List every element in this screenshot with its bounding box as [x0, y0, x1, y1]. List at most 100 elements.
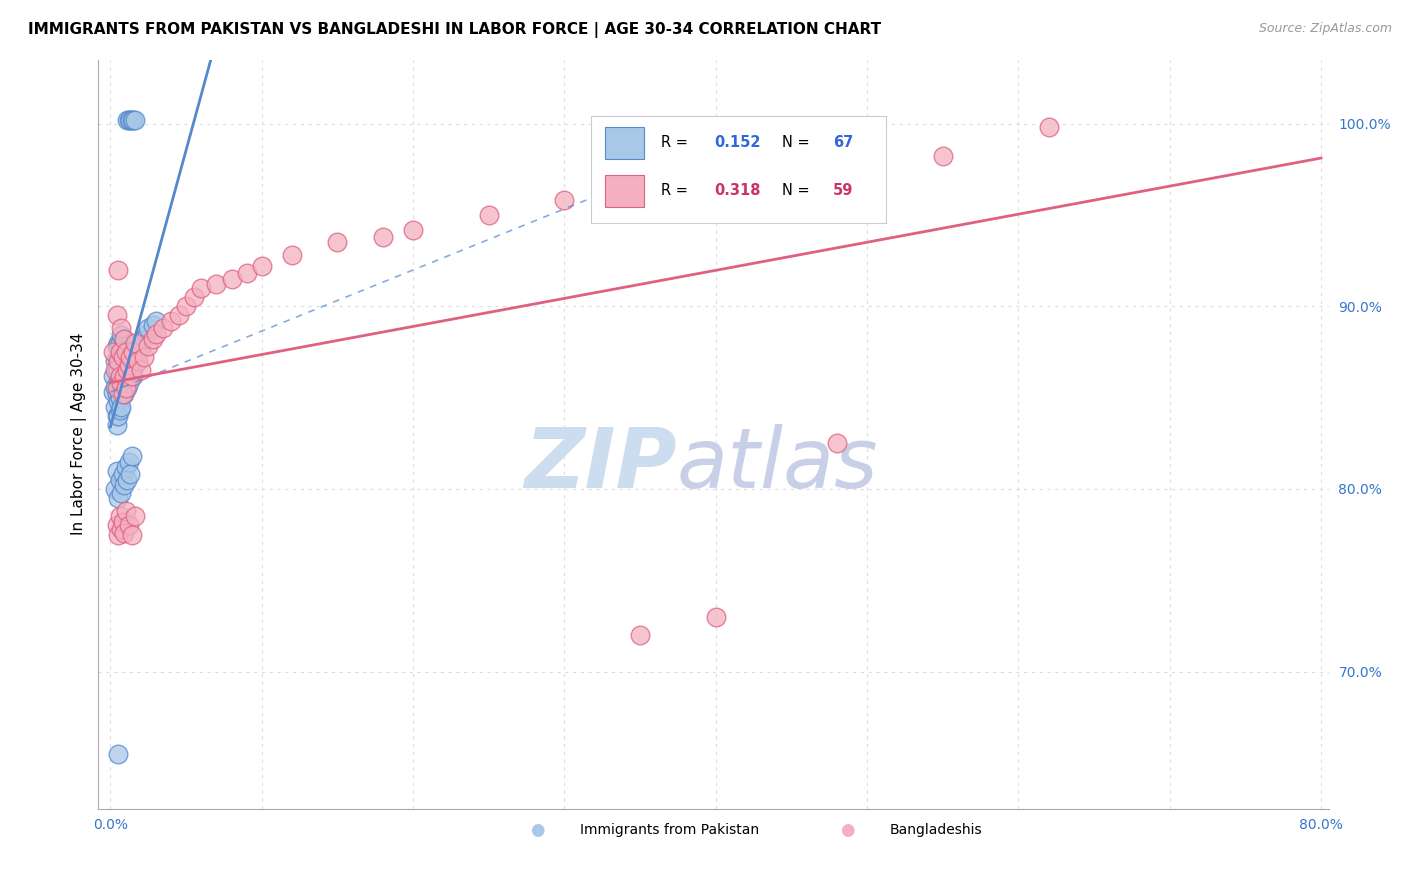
Point — [121, 363, 143, 377]
Text: Immigrants from Pakistan: Immigrants from Pakistan — [581, 822, 759, 837]
Point — [121, 112, 143, 127]
Point — [115, 112, 138, 127]
Point — [326, 235, 349, 250]
Point — [111, 387, 134, 401]
Point — [124, 335, 146, 350]
Point — [103, 385, 125, 400]
Point — [704, 610, 727, 624]
Point — [108, 354, 131, 368]
Point — [105, 518, 128, 533]
Point — [124, 358, 146, 372]
Point — [107, 394, 129, 409]
Point — [115, 363, 138, 377]
Point — [107, 262, 129, 277]
Point — [121, 527, 143, 541]
Text: 59: 59 — [832, 183, 853, 198]
Point — [110, 522, 132, 536]
Point — [107, 527, 129, 541]
Point — [108, 509, 131, 524]
Text: atlas: atlas — [676, 424, 879, 505]
Point — [145, 314, 167, 328]
Point — [105, 309, 128, 323]
Point — [125, 351, 148, 365]
Bar — [606, 175, 644, 207]
Point — [117, 454, 139, 468]
Point — [117, 358, 139, 372]
Text: Source: ZipAtlas.com: Source: ZipAtlas.com — [1258, 22, 1392, 36]
Point — [932, 149, 955, 163]
Point — [127, 345, 149, 359]
Point — [114, 345, 136, 359]
Point — [107, 354, 129, 368]
Point — [103, 345, 125, 359]
Point — [117, 358, 139, 372]
Point — [111, 358, 134, 372]
Point — [110, 368, 132, 383]
Point — [107, 374, 129, 388]
Point — [108, 335, 131, 350]
Point — [120, 368, 142, 383]
Point — [111, 515, 134, 529]
Text: R =: R = — [661, 183, 693, 198]
Point — [105, 417, 128, 432]
Point — [129, 363, 152, 377]
Point — [132, 351, 155, 365]
Point — [111, 467, 134, 482]
Point — [553, 194, 575, 208]
Point — [112, 351, 135, 365]
Point — [402, 222, 425, 236]
Point — [105, 381, 128, 395]
Point — [110, 400, 132, 414]
Point — [120, 467, 142, 482]
Point — [136, 321, 159, 335]
Point — [142, 332, 165, 346]
Point — [825, 436, 848, 450]
Point — [122, 351, 145, 365]
Y-axis label: In Labor Force | Age 30-34: In Labor Force | Age 30-34 — [72, 333, 87, 535]
Point — [108, 368, 131, 383]
Point — [110, 485, 132, 500]
Text: 0.318: 0.318 — [714, 183, 761, 198]
Point — [108, 473, 131, 487]
Point — [114, 504, 136, 518]
Point — [135, 326, 157, 341]
Point — [1038, 120, 1060, 135]
Point — [628, 180, 651, 194]
Point — [122, 345, 145, 359]
Point — [117, 112, 139, 127]
Point — [112, 332, 135, 346]
Point — [112, 387, 135, 401]
Point — [107, 363, 129, 377]
Point — [121, 449, 143, 463]
Point — [221, 272, 243, 286]
Point — [105, 363, 128, 377]
Point — [111, 339, 134, 353]
Point — [124, 112, 146, 127]
Point — [110, 381, 132, 395]
Bar — [606, 127, 644, 159]
Point — [110, 328, 132, 343]
Text: ZIP: ZIP — [524, 424, 676, 505]
Point — [107, 491, 129, 505]
Text: N =: N = — [782, 183, 814, 198]
Point — [235, 266, 257, 280]
Point — [120, 351, 142, 365]
Point — [121, 368, 143, 383]
Point — [183, 290, 205, 304]
Point — [205, 277, 228, 292]
Point — [111, 376, 134, 390]
Point — [174, 299, 197, 313]
Point — [114, 381, 136, 395]
Text: ●: ● — [839, 821, 855, 838]
Point — [115, 363, 138, 377]
Point — [122, 368, 145, 383]
Point — [152, 321, 174, 335]
Point — [114, 343, 136, 357]
Point — [112, 368, 135, 383]
Text: ●: ● — [530, 821, 546, 838]
Point — [104, 482, 127, 496]
Text: 67: 67 — [832, 135, 853, 150]
Text: N =: N = — [782, 135, 814, 150]
Point — [107, 381, 129, 395]
Point — [120, 112, 142, 127]
